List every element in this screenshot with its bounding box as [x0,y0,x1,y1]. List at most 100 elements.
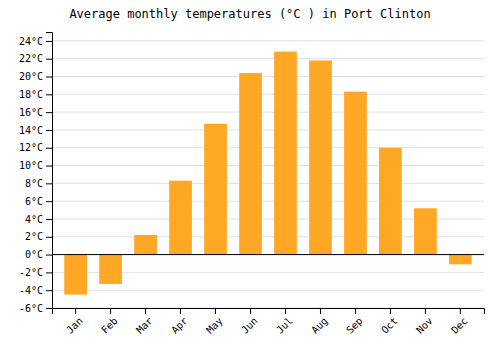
x-tick-mark [250,308,251,314]
grid-line [52,254,484,255]
bar [274,52,297,255]
grid-line [52,40,484,41]
y-tick-mark [46,255,52,256]
bar [169,181,192,255]
baseline [52,254,484,255]
y-tick-label: 16°C [19,107,43,118]
y-tick-label: 12°C [19,142,43,153]
x-tick: Nov [414,308,435,336]
x-tick-label: Mar [134,315,155,336]
y-tick: 12°C [19,142,52,153]
x-tick-mark [460,308,461,314]
x-tick: Sep [344,308,365,336]
x-tick-label: Aug [309,315,330,336]
x-tick-label: Nov [414,315,435,336]
x-tick-mark [145,308,146,314]
bar [449,255,472,265]
x-tick-label: Jan [64,315,85,336]
y-tick: 4°C [25,214,52,225]
grid [52,41,484,308]
bar [344,92,367,255]
grid-line [52,165,484,166]
y-tick-mark [46,166,52,167]
y-tick-label: 8°C [25,178,43,189]
y-tick: 16°C [19,107,52,118]
y-tick: 18°C [19,89,52,100]
y-tick-mark [46,59,52,60]
x-tick-label: Jul [274,315,295,336]
y-tick-label: 6°C [25,196,43,207]
grid-line [52,94,484,95]
x-tick-mark [355,308,356,314]
grid-line [52,76,484,77]
y-tick-mark [46,94,52,95]
x-tick: Feb [99,308,120,336]
title: Average monthly temperatures (°C ) in Po… [69,7,430,21]
y-tick-mark [46,77,52,78]
y-tick-mark [46,130,52,131]
bar [379,148,402,255]
y-tick: 14°C [19,125,52,136]
bar [309,60,332,254]
bars [52,52,484,295]
grid-line [52,147,484,148]
x-axis: Jan Feb Mar Apr May Jun Jul Aug Sep Oct Nov Dec [53,308,485,336]
chart: -6°C -4°C -2°C 0°C 2°C 4°C 6°C 8°C 10°C 12°C 14°C 1… [0,0,500,350]
x-tick-label: Apr [169,315,190,336]
y-tick-mark [46,290,52,291]
x-tick-mark [75,308,76,314]
x-tick: Jan [64,308,85,336]
x-tick-mark [425,308,426,314]
x-tick-mark [180,308,181,314]
grid-line [52,112,484,113]
y-tick-mark [46,201,52,202]
x-tick: Apr [169,308,190,336]
y-tick-label: 18°C [19,89,43,100]
x-tick: Oct [379,308,400,336]
y-tick: 24°C [19,36,52,47]
y-tick-mark [46,148,52,149]
y-tick: 10°C [19,160,52,171]
x-tick-label: Feb [99,315,120,336]
grid-line [52,58,484,59]
y-axis: -6°C -4°C -2°C 0°C 2°C 4°C 6°C 8°C 10°C 12°C 14°C 1… [19,33,53,314]
y-tick: -2°C [19,267,52,278]
x-tick: Aug [309,308,330,336]
y-tick-label: 2°C [25,231,43,242]
x-axis-line [53,309,485,315]
x-tick: Dec [449,308,470,336]
bar [204,124,227,255]
y-tick-label: 14°C [19,125,43,136]
x-tick: May [204,308,225,336]
y-tick-label: 10°C [19,160,43,171]
y-tick: 8°C [25,178,52,189]
y-tick-mark [46,272,52,273]
y-tick: 22°C [19,53,52,64]
y-tick-label: 0°C [25,249,43,260]
x-tick-mark [215,308,216,314]
grid-line [52,290,484,291]
x-tick-label: Dec [449,315,470,336]
bar [414,208,437,254]
grid-line [52,129,484,130]
y-tick-label: -6°C [19,303,43,314]
y-tick: 6°C [25,196,52,207]
y-axis-line [46,33,53,309]
bar [134,235,157,255]
x-tick-label: May [204,315,225,336]
y-tick-mark [46,112,52,113]
x-tick-label: Jun [239,315,260,336]
y-tick-mark [46,183,52,184]
y-tick-label: 22°C [19,53,43,64]
y-tick-label: -2°C [19,267,43,278]
y-tick-mark [46,237,52,238]
bar [239,73,262,255]
y-tick: -4°C [19,285,52,296]
grid-line [52,201,484,202]
x-tick: Jul [274,308,295,336]
x-tick-mark [320,308,321,314]
y-tick-mark [46,308,52,309]
y-tick-label: 20°C [19,71,43,82]
y-tick-label: -4°C [19,285,43,296]
x-tick-mark [285,308,286,314]
